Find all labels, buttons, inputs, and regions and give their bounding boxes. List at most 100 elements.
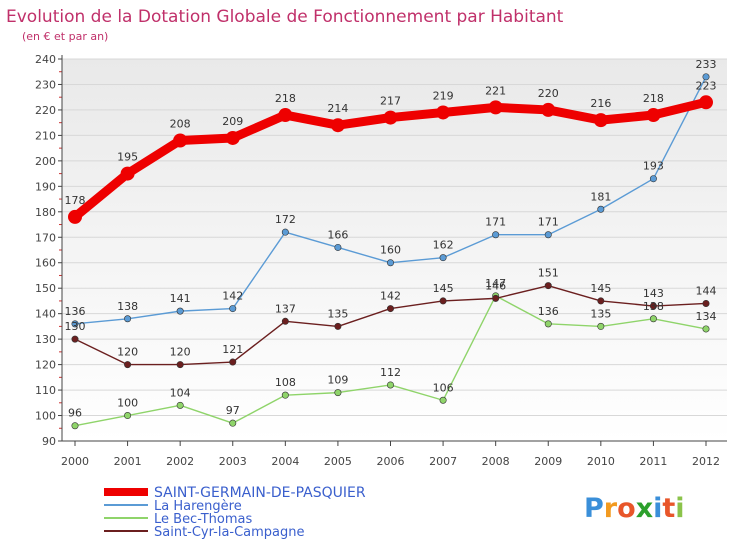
data-label: 135: [590, 307, 611, 320]
chart-title: Evolution de la Dotation Globale de Fonc…: [6, 7, 564, 27]
y-tick-label: 180: [35, 206, 56, 219]
y-tick-label: 120: [35, 359, 56, 372]
data-label: 162: [433, 239, 454, 252]
data-label: 166: [327, 228, 348, 241]
data-label: 195: [117, 151, 138, 164]
data-label: 193: [643, 160, 664, 173]
data-point: [229, 419, 237, 427]
data-label: 171: [485, 216, 506, 229]
data-point: [646, 108, 661, 123]
data-point: [541, 102, 556, 117]
svg-text:Proxiti: Proxiti: [584, 493, 685, 524]
data-label: 221: [485, 84, 506, 97]
data-label: 121: [222, 343, 243, 356]
data-label: 112: [380, 366, 401, 379]
data-label: 138: [117, 300, 138, 313]
data-label: 219: [433, 89, 454, 102]
data-point: [702, 325, 710, 333]
data-point: [334, 389, 342, 397]
data-label: 178: [65, 194, 86, 207]
data-point: [593, 113, 608, 128]
data-point: [439, 297, 447, 305]
legend-label: SAINT-GERMAIN-DE-PASQUIER: [154, 485, 366, 501]
data-point: [225, 130, 240, 145]
grid-lines: [62, 58, 727, 442]
data-label: 220: [538, 87, 559, 100]
data-label: 172: [275, 213, 296, 226]
data-label: 142: [380, 290, 401, 303]
legend-label: Saint-Cyr-la-Campagne: [154, 525, 305, 540]
data-label: 143: [643, 287, 664, 300]
data-label: 108: [275, 376, 296, 389]
y-tick-label: 240: [35, 53, 56, 66]
data-point: [439, 254, 447, 262]
x-tick-label: 2011: [639, 455, 667, 468]
data-label: 216: [590, 97, 611, 110]
data-label: 145: [433, 282, 454, 295]
data-label: 146: [485, 279, 506, 292]
x-tick-label: 2010: [587, 455, 615, 468]
x-tick-label: 2012: [692, 455, 720, 468]
legend-label: La Harengère: [154, 499, 242, 514]
data-point: [68, 209, 82, 224]
data-point: [281, 317, 289, 325]
series-layer: [68, 73, 713, 430]
data-label: 181: [590, 190, 611, 203]
data-label: 109: [327, 374, 348, 387]
data-point: [229, 305, 237, 313]
data-label: 120: [117, 346, 138, 359]
data-point: [229, 358, 237, 366]
data-point: [278, 108, 293, 123]
data-point: [383, 110, 398, 125]
data-point: [702, 73, 710, 81]
x-tick-label: 2003: [219, 455, 247, 468]
data-point: [334, 243, 342, 251]
data-point: [492, 294, 500, 302]
data-point: [176, 307, 184, 315]
data-label: 97: [226, 404, 240, 417]
data-point: [124, 412, 132, 420]
chart-subtitle: (en € et par an): [22, 30, 108, 43]
logo-letter: P: [584, 493, 604, 524]
data-label: 218: [643, 92, 664, 105]
x-tick-label: 2005: [324, 455, 352, 468]
data-label: 134: [696, 310, 717, 323]
data-point: [439, 396, 447, 404]
data-labels: 136 138 141 142 172 166 160 162 171 171 181 193 233 9…: [65, 58, 717, 420]
logo-letter: t: [662, 493, 675, 524]
y-tick-label: 190: [35, 180, 56, 193]
data-point: [597, 322, 605, 330]
logo-letter: r: [604, 493, 618, 524]
data-point: [597, 297, 605, 305]
data-point: [281, 228, 289, 236]
x-tick-label: 2008: [482, 455, 510, 468]
data-label: 145: [590, 282, 611, 295]
y-tick-label: 130: [35, 333, 56, 346]
logo-letter: i: [675, 493, 684, 524]
x-tick-label: 2007: [429, 455, 457, 468]
data-point: [71, 335, 79, 343]
data-label: 136: [65, 305, 86, 318]
x-tick-label: 2002: [166, 455, 194, 468]
x-tick-label: 2001: [114, 455, 142, 468]
data-point: [334, 322, 342, 330]
y-tick-label: 210: [35, 129, 56, 142]
x-tick-label: 2009: [534, 455, 562, 468]
data-label: 100: [117, 397, 138, 410]
data-point: [544, 231, 552, 239]
data-label: 151: [538, 267, 559, 280]
y-tick-label: 160: [35, 257, 56, 270]
y-tick-label: 170: [35, 231, 56, 244]
data-point: [544, 320, 552, 328]
data-point: [330, 118, 345, 133]
y-tick-label: 110: [35, 384, 56, 397]
y-tick-label: 90: [42, 435, 56, 448]
data-point: [176, 361, 184, 369]
data-label: 136: [538, 305, 559, 318]
data-point: [71, 320, 79, 328]
data-label: 141: [170, 292, 191, 305]
data-label: 214: [327, 102, 348, 115]
data-point: [176, 401, 184, 409]
